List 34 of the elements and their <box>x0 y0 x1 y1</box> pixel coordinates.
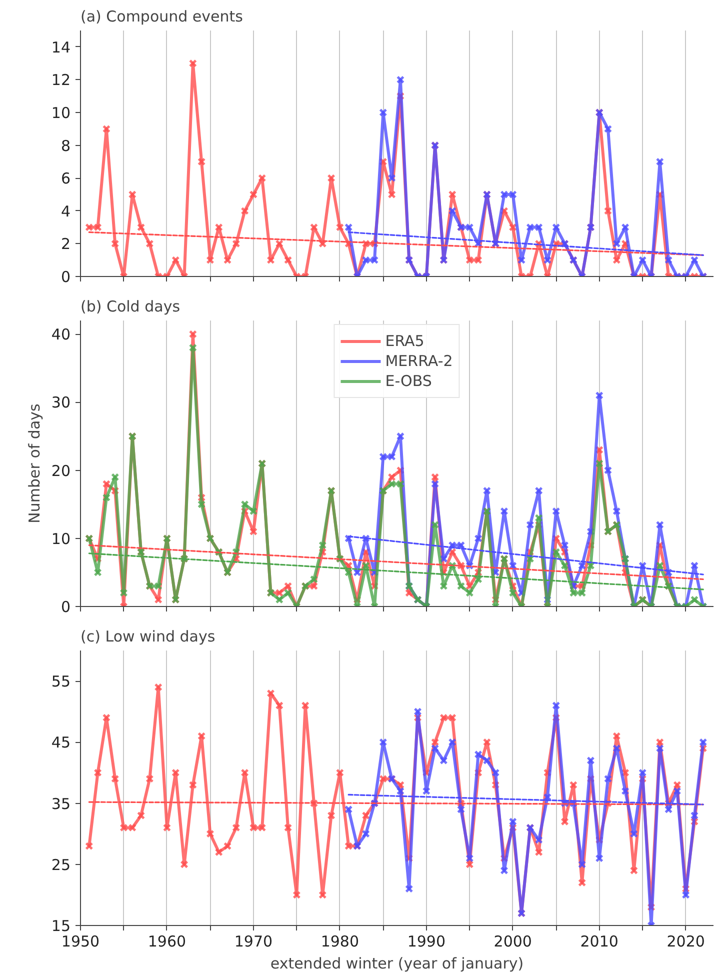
y-tick-label: 45 <box>51 734 71 752</box>
y-tick-label: 40 <box>51 326 71 344</box>
y-tick-label: 6 <box>60 170 71 188</box>
x-tick-label: 1950 <box>61 932 100 950</box>
chart-title: (a) Compound events <box>80 8 244 26</box>
y-axis-title: Number of days <box>25 403 44 524</box>
y-tick-label: 10 <box>51 104 71 122</box>
x-tick-label: 1980 <box>320 932 360 950</box>
y-tick-label: 55 <box>51 672 71 691</box>
legend-label: ERA5 <box>385 332 424 350</box>
y-tick-label: 30 <box>51 394 71 412</box>
y-tick-label: 8 <box>60 136 71 155</box>
y-tick-label: 4 <box>60 202 71 220</box>
x-axis-title: extended winter (year of january) <box>270 954 524 972</box>
legend-label: E-OBS <box>385 372 432 390</box>
y-tick-label: 15 <box>51 917 71 935</box>
chart-title: (b) Cold days <box>80 298 180 316</box>
y-tick-label: 25 <box>51 856 71 874</box>
chart-title: (c) Low wind days <box>80 628 216 646</box>
y-tick-label: 2 <box>60 235 71 254</box>
x-tick-label: 1960 <box>148 932 186 950</box>
y-tick-label: 20 <box>51 462 71 480</box>
legend-label: MERRA-2 <box>385 352 453 370</box>
y-tick-label: 35 <box>51 794 71 813</box>
x-tick-label: 2010 <box>580 932 618 950</box>
y-tick-label: 14 <box>51 38 71 56</box>
y-tick-label: 0 <box>60 268 71 286</box>
y-tick-label: 0 <box>60 598 71 616</box>
x-tick-label: 2000 <box>494 932 532 950</box>
x-tick-label: 2020 <box>666 932 705 950</box>
x-tick-label: 1990 <box>407 932 446 950</box>
y-tick-label: 12 <box>51 71 71 90</box>
x-tick-label: 1970 <box>234 932 273 950</box>
y-tick-label: 10 <box>51 530 71 548</box>
